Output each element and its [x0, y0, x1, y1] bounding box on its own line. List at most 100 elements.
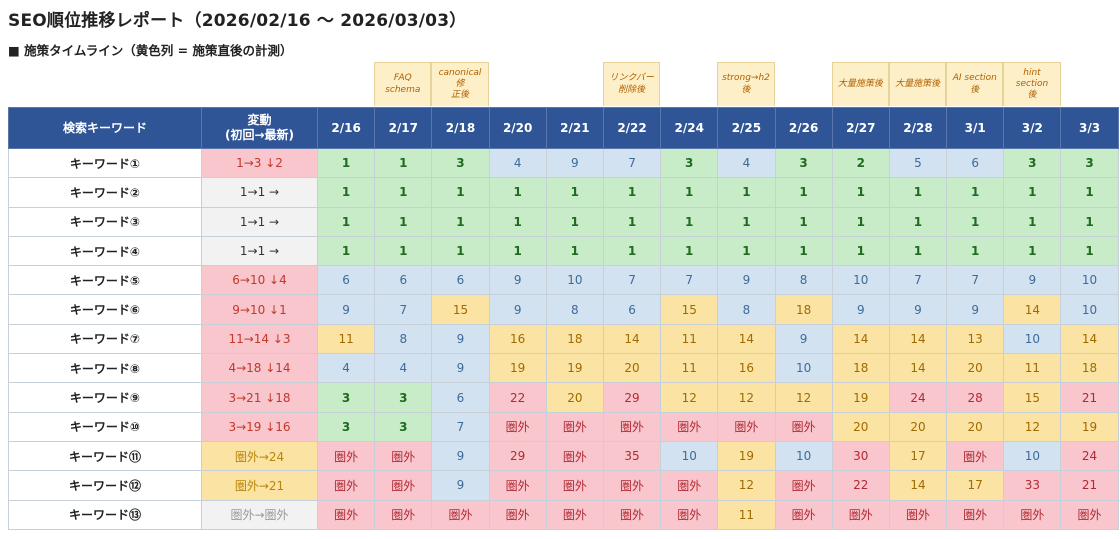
- rank-cell: 圏外: [602, 499, 662, 530]
- rank-cell: 1: [717, 177, 776, 208]
- rank-cell: 14: [888, 323, 948, 355]
- rank-cell: 1: [888, 177, 948, 208]
- keyword-cell: キーワード③: [8, 206, 202, 237]
- rank-cell: 13: [946, 323, 1005, 355]
- rank-cell: 21: [1060, 382, 1119, 413]
- rank-cell: 7: [431, 411, 490, 442]
- rank-cell: 9: [488, 294, 547, 325]
- rank-cell: 6: [946, 147, 1005, 179]
- rank-cell: 10: [1003, 440, 1062, 472]
- timeline-row: FAQ schema canonical修 正後 リンクバー 削除後 strong→h…: [0, 62, 1120, 107]
- rank-cell: 3: [374, 382, 433, 413]
- rank-cell: 1: [774, 206, 833, 237]
- keyword-cell: キーワード⑨: [8, 382, 202, 413]
- date-column-header: 2/26: [774, 107, 833, 149]
- rank-cell: 1: [946, 235, 1005, 267]
- rank-cell: 1: [831, 177, 890, 208]
- rank-cell: 圏外: [946, 499, 1005, 530]
- rank-cell: 22: [831, 470, 890, 501]
- rank-cell: 15: [1003, 382, 1062, 413]
- rank-cell: 1: [488, 206, 547, 237]
- rank-cell: 1: [316, 206, 376, 237]
- rank-cell: 20: [602, 353, 662, 384]
- keyword-cell: キーワード⑫: [8, 470, 202, 501]
- rank-cell: 3: [774, 147, 833, 179]
- rank-cell: 15: [431, 294, 490, 325]
- rank-cell: 6: [316, 265, 376, 296]
- rank-cell: 19: [1060, 411, 1119, 442]
- rank-cell: 11: [316, 323, 376, 355]
- rank-cell: 10: [774, 440, 833, 472]
- date-column-header: 2/16: [316, 107, 376, 149]
- rank-cell: 1: [660, 177, 719, 208]
- rank-cell: 3: [374, 411, 433, 442]
- table-row: キーワード⑬ 圏外→圏外 圏外 圏外 圏外 圏外 圏外 圏外 圏外 11 圏外 圏外 圏外 圏外 圏外 圏外: [8, 499, 1119, 530]
- change-cell: 圏外→24: [201, 440, 318, 472]
- keyword-cell: キーワード⑩: [8, 411, 202, 442]
- rank-cell: 7: [602, 147, 662, 179]
- rank-cell: 11: [660, 323, 719, 355]
- rank-cell: 7: [946, 265, 1005, 296]
- rank-cell: 1: [545, 235, 604, 267]
- rank-cell: 圏外: [545, 411, 604, 442]
- rank-cell: 10: [660, 440, 719, 472]
- rank-cell: 3: [1003, 147, 1062, 179]
- rank-cell: 19: [717, 440, 776, 472]
- rank-cell: 30: [831, 440, 890, 472]
- rank-cell: 1: [1060, 235, 1119, 267]
- rank-cell: 4: [488, 147, 547, 179]
- rank-cell: 圏外: [488, 499, 547, 530]
- rank-cell: 10: [545, 265, 604, 296]
- rank-cell: 29: [488, 440, 547, 472]
- rank-cell: 1: [1003, 206, 1062, 237]
- date-column-header: 3/1: [946, 107, 1005, 149]
- rank-cell: 11: [660, 353, 719, 384]
- rank-cell: 1: [660, 235, 719, 267]
- rank-cell: 16: [717, 353, 776, 384]
- rank-cell: 4: [717, 147, 776, 179]
- rank-cell: 圏外: [374, 470, 433, 501]
- rank-cell: 10: [1060, 265, 1119, 296]
- date-column-header: 2/20: [488, 107, 547, 149]
- rank-cell: 1: [717, 206, 776, 237]
- change-cell: 1→1 →: [201, 177, 318, 208]
- rank-cell: 1: [374, 177, 433, 208]
- rank-cell: 1: [431, 177, 490, 208]
- rank-cell: 1: [488, 177, 547, 208]
- date-column-header: 2/17: [374, 107, 433, 149]
- rank-cell: 1: [831, 206, 890, 237]
- table-row: キーワード⑩ 3→19 ↓16 3 3 7 圏外 圏外 圏外 圏外 圏外 圏外 20 20 20 12 19: [8, 411, 1119, 442]
- rank-cell: 33: [1003, 470, 1062, 501]
- date-column-header: 2/21: [545, 107, 604, 149]
- rank-cell: 圏外: [488, 470, 547, 501]
- rank-cell: 20: [545, 382, 604, 413]
- rank-cell: 1: [602, 235, 662, 267]
- rank-cell: 22: [488, 382, 547, 413]
- rank-cell: 1: [545, 177, 604, 208]
- rank-cell: 2: [831, 147, 890, 179]
- rank-cell: 7: [888, 265, 948, 296]
- rank-cell: 14: [888, 470, 948, 501]
- rank-cell: 1: [602, 177, 662, 208]
- rank-cell: 9: [545, 147, 604, 179]
- keyword-cell: キーワード②: [8, 177, 202, 208]
- table-row: キーワード⑨ 3→21 ↓18 3 3 6 22 20 29 12 12 12 19 24 28 15 21: [8, 382, 1119, 413]
- date-column-header: 3/3: [1060, 107, 1119, 149]
- rank-cell: 圏外: [774, 411, 833, 442]
- report-title: SEO順位推移レポート（2026/02/16 〜 2026/03/03）: [8, 11, 467, 31]
- rank-cell: 9: [888, 294, 948, 325]
- rank-cell: 14: [717, 323, 776, 355]
- rank-cell: 圏外: [602, 411, 662, 442]
- rank-cell: 圏外: [316, 499, 376, 530]
- rank-cell: 14: [831, 323, 890, 355]
- rank-cell: 8: [717, 294, 776, 325]
- date-column-header: 2/18: [431, 107, 490, 149]
- rank-cell: 1: [545, 206, 604, 237]
- keyword-cell: キーワード⑥: [8, 294, 202, 325]
- rank-cell: 7: [602, 265, 662, 296]
- rank-cell: 14: [602, 323, 662, 355]
- change-cell: 9→10 ↓1: [201, 294, 318, 325]
- timeline-cell: hint section 後: [1003, 62, 1061, 106]
- rank-cell: 1: [602, 206, 662, 237]
- table-row: キーワード⑪ 圏外→24 圏外 圏外 9 29 圏外 35 10 19 10 30 17 圏外 10 24: [8, 440, 1119, 472]
